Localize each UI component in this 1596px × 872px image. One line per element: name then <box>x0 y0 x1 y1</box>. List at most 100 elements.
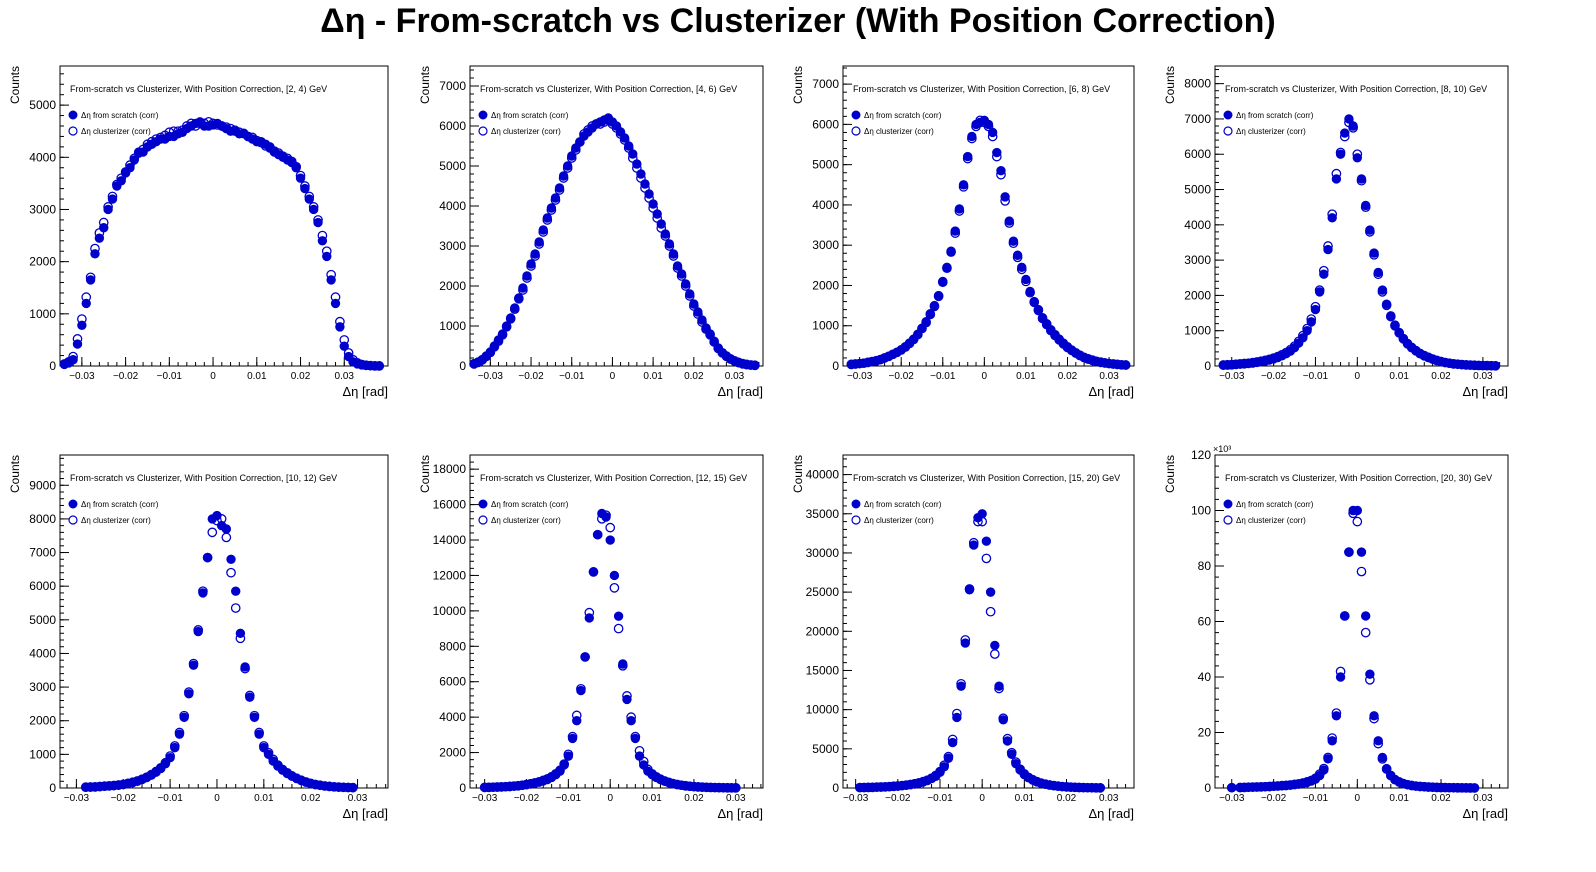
legend-label-from-scratch: Δη from scratch (corr) <box>491 111 569 120</box>
x-axis-label: Δη [rad] <box>1462 806 1508 821</box>
data-point-from-scratch <box>628 149 638 159</box>
y-tick-label: 0 <box>1204 781 1211 795</box>
data-point-from-scratch <box>1331 174 1342 184</box>
x-tick-label: 0.02 <box>1057 793 1077 804</box>
data-point-from-scratch <box>954 204 965 214</box>
x-tick-label: 0.02 <box>684 793 704 804</box>
x-axis-label: Δη [rad] <box>1088 806 1134 821</box>
legend-marker-open <box>851 126 861 136</box>
y-tick-label: 4000 <box>439 710 466 724</box>
data-point-from-scratch <box>1335 149 1346 159</box>
data-point-from-scratch <box>221 524 232 534</box>
legend-label-from-scratch: Δη from scratch (corr) <box>81 500 159 509</box>
data-point-from-scratch <box>1340 128 1350 138</box>
x-tick-label: 0.02 <box>291 371 311 382</box>
legend-marker-filled <box>478 110 488 120</box>
y-axis-label: Counts <box>1163 455 1177 493</box>
y-tick-label: 7000 <box>812 77 839 91</box>
y-tick-label: 1000 <box>29 307 56 321</box>
x-tick-label: −0.01 <box>930 371 956 382</box>
data-point-from-scratch <box>374 361 384 371</box>
data-point-from-scratch <box>947 737 958 748</box>
x-tick-label: 0 <box>610 371 616 382</box>
panel-title: From-scratch vs Clusterizer, With Positi… <box>1225 84 1487 94</box>
data-point-from-scratch <box>609 570 620 581</box>
data-point-from-scratch <box>572 715 582 726</box>
x-tick-label: −0.03 <box>64 793 90 804</box>
y-tick-label: 40 <box>1198 670 1212 684</box>
data-point-from-scratch <box>184 689 194 699</box>
legend-marker-open <box>851 515 861 525</box>
data-point-from-scratch <box>1356 174 1367 184</box>
x-tick-label: 0.03 <box>348 793 368 804</box>
data-point-clusterizer <box>609 582 620 593</box>
data-point-from-scratch <box>584 613 594 623</box>
data-point-from-scratch <box>1335 672 1346 682</box>
x-tick-label: −0.02 <box>889 371 915 382</box>
data-point-from-scratch <box>1381 299 1392 309</box>
x-tick-label: 0.02 <box>684 371 704 382</box>
y-tick-label: 8000 <box>1184 77 1211 91</box>
x-tick-label: −0.03 <box>843 793 869 804</box>
data-point-from-scratch <box>630 733 641 744</box>
data-point-from-scratch <box>1369 248 1379 258</box>
x-tick-label: 0 <box>607 793 613 804</box>
data-point-from-scratch <box>1331 711 1342 721</box>
y-tick-label: 5000 <box>439 159 466 173</box>
data-point-from-scratch <box>636 169 646 179</box>
panel-title: From-scratch vs Clusterizer, With Positi… <box>853 84 1110 94</box>
x-axis-label: Δη [rad] <box>1462 384 1508 399</box>
data-point-from-scratch <box>1327 213 1337 223</box>
data-point-from-scratch <box>165 753 175 763</box>
data-point-from-scratch <box>963 151 973 162</box>
x-tick-label: −0.01 <box>559 371 585 382</box>
data-point-from-scratch <box>1381 763 1392 774</box>
data-point-from-scratch <box>335 322 345 332</box>
data-point-from-scratch <box>72 339 83 349</box>
data-point-from-scratch <box>77 320 87 331</box>
data-point-from-scratch <box>664 239 675 249</box>
y-tick-label: 1000 <box>1184 324 1211 338</box>
data-point-from-scratch <box>291 163 301 173</box>
data-point-from-scratch <box>1323 244 1333 255</box>
y-tick-label: 5000 <box>29 613 56 627</box>
x-tick-label: 0 <box>979 793 985 804</box>
y-tick-label: 80 <box>1198 559 1212 573</box>
data-point-from-scratch <box>613 611 624 621</box>
x-tick-label: −0.01 <box>1303 371 1329 382</box>
x-tick-label: −0.03 <box>472 793 498 804</box>
data-point-from-scratch <box>339 341 349 351</box>
data-point-from-scratch <box>550 193 561 203</box>
x-axis-label: Δη [rad] <box>342 806 388 821</box>
y-tick-label: 5000 <box>29 98 56 112</box>
data-point-from-scratch <box>998 715 1008 725</box>
plot-panel-7: −0.03 −0.02 −0.01 0 0.01 0.02 0.03 0 5000 10000 15… <box>791 454 1135 821</box>
data-point-from-scratch <box>1008 236 1019 246</box>
legend-label-from-scratch: Δη from scratch (corr) <box>491 500 569 509</box>
y-tick-label: 0 <box>832 359 839 373</box>
data-point-from-scratch <box>950 226 960 236</box>
x-tick-label: 0.01 <box>254 793 274 804</box>
data-point-from-scratch <box>956 681 966 691</box>
data-point-from-scratch <box>85 275 96 285</box>
data-point-from-scratch <box>235 628 246 638</box>
data-point-from-scratch <box>1227 783 1237 793</box>
y-tick-label: 6000 <box>439 675 466 689</box>
data-point-from-scratch <box>160 759 171 769</box>
data-point-from-scratch <box>1386 311 1396 321</box>
data-point-from-scratch <box>929 300 940 311</box>
y-tick-label: 3000 <box>1184 253 1211 267</box>
y-axis-label: Counts <box>8 66 22 104</box>
y-tick-label: 14000 <box>433 533 467 547</box>
y-tick-label: 3000 <box>812 238 839 252</box>
data-point-from-scratch <box>939 762 949 772</box>
data-point-from-scratch <box>1029 296 1039 307</box>
legend-label-clusterizer: Δη clusterizer (corr) <box>81 127 151 136</box>
data-point-from-scratch <box>1017 262 1027 273</box>
data-point-clusterizer <box>226 567 236 578</box>
data-point-from-scratch <box>668 249 679 259</box>
data-point-from-scratch <box>559 760 569 770</box>
x-tick-label: 0.03 <box>725 371 745 382</box>
x-tick-label: 0 <box>982 371 988 382</box>
y-axis-label: Counts <box>418 455 432 493</box>
